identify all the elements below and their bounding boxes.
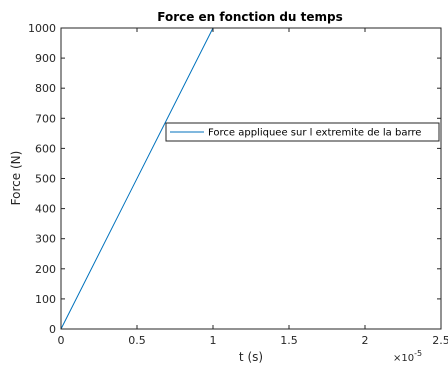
legend-entry-label: Force appliquee sur l extremite de la ba… xyxy=(208,128,421,139)
x-axis-multiplier-base: ×10 xyxy=(393,353,414,364)
x-tick-label: 1 xyxy=(210,334,217,347)
x-axis-label: t (s) xyxy=(239,350,263,364)
plot-area xyxy=(61,28,441,329)
x-axis-multiplier: ×10-5 xyxy=(393,349,422,364)
y-tick-label: 700 xyxy=(35,112,56,125)
y-tick-label: 900 xyxy=(35,52,56,65)
x-tick-label: 2.5 xyxy=(432,334,448,347)
y-tick-label: 100 xyxy=(35,293,56,306)
chart-title: Force en fonction du temps xyxy=(157,10,343,24)
y-tick-label: 0 xyxy=(49,323,56,336)
x-tick-label: 0 xyxy=(58,334,65,347)
x-axis-multiplier-exponent: -5 xyxy=(414,349,422,358)
y-tick-label: 300 xyxy=(35,233,56,246)
y-tick-label: 600 xyxy=(35,142,56,155)
y-tick-label: 500 xyxy=(35,173,56,186)
x-tick-label: 1.5 xyxy=(280,334,298,347)
legend-box xyxy=(165,122,440,142)
ticks-layer: 0 0.5 1 1.5 2 2.5 0 100 200 300 400 500 600 700 800 900… xyxy=(28,22,448,347)
x-tick-label: 0.5 xyxy=(128,334,146,347)
y-tick-label: 400 xyxy=(35,203,56,216)
legend: Force appliquee sur l extremite de la ba… xyxy=(165,122,440,142)
y-tick-label: 800 xyxy=(35,82,56,95)
x-tick-label: 2 xyxy=(362,334,369,347)
y-axis-label: Force (N) xyxy=(9,151,23,206)
y-tick-label: 1000 xyxy=(28,22,56,35)
y-tick-label: 200 xyxy=(35,263,56,276)
